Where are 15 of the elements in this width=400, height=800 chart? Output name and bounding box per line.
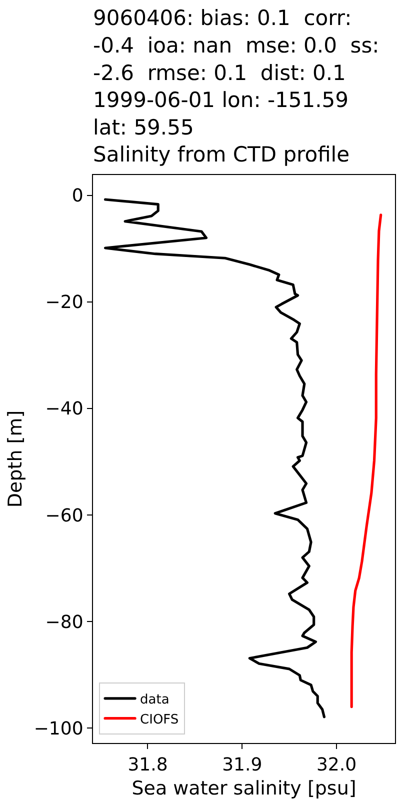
legend-label: data xyxy=(140,692,170,708)
x-tick-label: 31.9 xyxy=(222,754,262,776)
y-tick-label: 0 xyxy=(72,186,84,207)
y-tick-label: −60 xyxy=(45,505,84,526)
y-tick-label: −40 xyxy=(45,398,84,420)
line-series xyxy=(350,214,382,708)
x-tick-label: 31.8 xyxy=(128,754,168,776)
y-tick-label: −20 xyxy=(45,292,84,314)
legend-label: CIOFS xyxy=(140,712,179,728)
y-tick-label: −80 xyxy=(45,612,84,633)
chart-title: 9060406: bias: 0.1 corr: -0.4 ioa: nan mse: 0.0 ss: -2.6 rmse: 0.1 dist: 0.1 1999-06-01 lon: -151.59 lat: 59.55 Salinity from CTD profile xyxy=(93,6,380,167)
x-tick-label: 32.0 xyxy=(316,754,357,776)
y-axis-title: Depth [m] xyxy=(4,410,27,508)
y-tick-label: −100 xyxy=(34,718,84,740)
x-axis-title: Sea water salinity [psu] xyxy=(132,778,356,800)
